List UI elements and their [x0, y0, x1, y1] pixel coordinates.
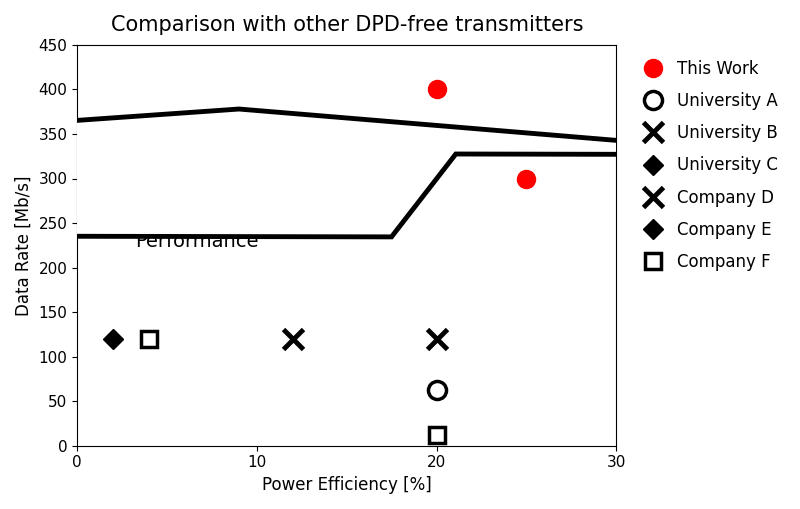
Y-axis label: Data Rate [Mb/s]: Data Rate [Mb/s]: [15, 175, 33, 316]
Text: Better
Performance: Better Performance: [134, 210, 258, 250]
Title: Comparison with other DPD-free transmitters: Comparison with other DPD-free transmitt…: [110, 15, 583, 35]
Polygon shape: [0, 109, 788, 237]
X-axis label: Power Efficiency [%]: Power Efficiency [%]: [262, 476, 432, 494]
Legend: This Work, University A, University B, University C, Company D, Company E, Compa: This Work, University A, University B, U…: [630, 53, 784, 277]
